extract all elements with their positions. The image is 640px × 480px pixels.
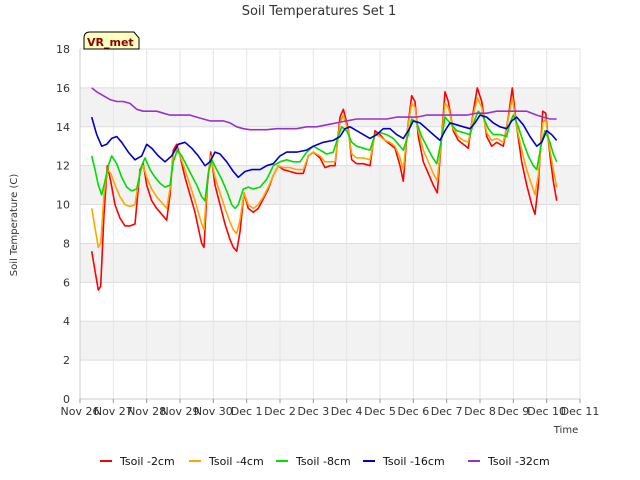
x-tick-label: Dec 3 bbox=[297, 405, 329, 418]
chart-title: Soil Temperatures Set 1 bbox=[242, 4, 397, 19]
x-tick-label: Dec 2 bbox=[264, 405, 296, 418]
legend-label: Tsoil -8cm bbox=[295, 455, 351, 468]
y-tick-label: 4 bbox=[63, 315, 70, 328]
station-badge-label: VR_met bbox=[87, 36, 134, 49]
x-axis-label: Time bbox=[553, 425, 578, 436]
band bbox=[80, 49, 580, 88]
series-line-tsoil-16cm bbox=[90, 114, 558, 179]
legend-label: Tsoil -2cm bbox=[119, 455, 175, 468]
x-tick-label: Dec 5 bbox=[364, 405, 396, 418]
legend-label: Tsoil -16cm bbox=[382, 455, 445, 468]
series-line-tsoil-32cm bbox=[91, 87, 557, 131]
x-tick-label: Nov 29 bbox=[161, 405, 200, 418]
y-tick-label: 16 bbox=[56, 82, 70, 95]
x-tick-label: Nov 27 bbox=[94, 405, 133, 418]
series-line-tsoil-2cm bbox=[90, 87, 558, 291]
y-tick-label: 6 bbox=[63, 276, 70, 289]
legend-label: Tsoil -4cm bbox=[208, 455, 264, 468]
band bbox=[80, 87, 580, 127]
x-tick-label: Nov 30 bbox=[194, 405, 233, 418]
y-tick-label: 0 bbox=[63, 393, 70, 406]
band bbox=[80, 243, 580, 283]
y-tick-label: 8 bbox=[63, 237, 70, 250]
series-line-tsoil-4cm bbox=[90, 96, 558, 249]
x-tick-label: Nov 26 bbox=[61, 405, 100, 418]
x-tick-label: Dec 4 bbox=[331, 405, 363, 418]
series-line-tsoil-8cm bbox=[90, 110, 558, 210]
band bbox=[80, 282, 580, 322]
x-tick-label: Dec 1 bbox=[231, 405, 263, 418]
band bbox=[80, 165, 580, 205]
band bbox=[80, 126, 580, 166]
y-tick-label: 12 bbox=[56, 160, 70, 173]
y-tick-label: 10 bbox=[56, 199, 70, 212]
band bbox=[80, 321, 580, 361]
y-tick-label: 18 bbox=[56, 43, 70, 56]
x-tick-label: Dec 7 bbox=[431, 405, 463, 418]
x-tick-label: Dec 6 bbox=[397, 405, 429, 418]
x-tick-label: Nov 28 bbox=[127, 405, 166, 418]
x-tick-label: Dec 11 bbox=[561, 405, 600, 418]
y-axis-label: Soil Temperature (C) bbox=[9, 174, 20, 277]
y-tick-label: 2 bbox=[63, 354, 70, 367]
x-tick-label: Dec 9 bbox=[497, 405, 529, 418]
x-tick-label: Dec 10 bbox=[527, 405, 566, 418]
legend: Tsoil -2cm Tsoil -4cm Tsoil -8cm Tsoil -16c… bbox=[100, 455, 550, 468]
station-badge: VR_met bbox=[83, 31, 140, 50]
x-tick-label: Dec 8 bbox=[464, 405, 496, 418]
band bbox=[80, 204, 580, 244]
y-tick-label: 14 bbox=[56, 121, 70, 134]
legend-label: Tsoil -32cm bbox=[487, 455, 550, 468]
band bbox=[80, 360, 580, 399]
